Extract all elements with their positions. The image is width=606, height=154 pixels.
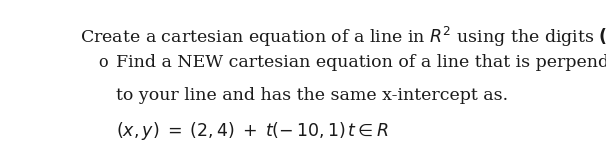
Text: to your line and has the same x-intercept as.: to your line and has the same x-intercep…	[116, 87, 508, 104]
Text: Create a cartesian equation of a line in $R^2$ using the digits $\mathbf{(6,-5,-: Create a cartesian equation of a line in…	[81, 24, 606, 49]
Text: o: o	[98, 54, 108, 71]
Text: Find a NEW cartesian equation of a line that is perpendicular: Find a NEW cartesian equation of a line …	[116, 54, 606, 71]
Text: $(x, y)\; =\; (2, 4)\; +\; t(-\,10, 1)\, t \in R$: $(x, y)\; =\; (2, 4)\; +\; t(-\,10, 1)\,…	[116, 120, 388, 142]
